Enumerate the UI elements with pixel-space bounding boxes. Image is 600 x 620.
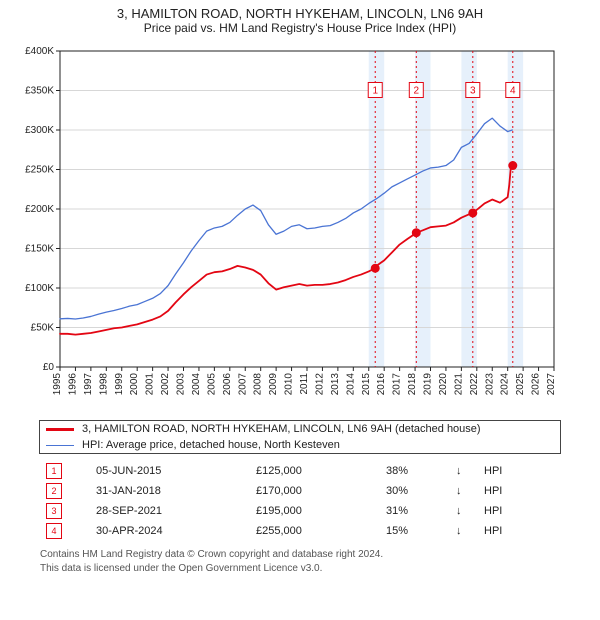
svg-text:1999: 1999 [114, 373, 125, 396]
arrow-down-icon [456, 465, 462, 477]
svg-text:2002: 2002 [160, 373, 171, 396]
svg-text:2024: 2024 [500, 373, 511, 396]
sale-compare: HPI [480, 462, 558, 480]
svg-text:2022: 2022 [469, 373, 480, 396]
sale-compare: HPI [480, 502, 558, 520]
sale-pct: 38% [382, 462, 450, 480]
svg-text:£50K: £50K [31, 323, 55, 334]
svg-text:2020: 2020 [438, 373, 449, 396]
svg-text:2027: 2027 [546, 373, 557, 396]
sale-pct: 15% [382, 522, 450, 540]
title-line-2: Price paid vs. HM Land Registry's House … [0, 21, 600, 35]
sales-table: 1 05-JUN-2015£125,00038% HPI 2 31-JAN-2018£1… [40, 460, 560, 542]
svg-text:2025: 2025 [515, 373, 526, 396]
footer-line-1: Contains HM Land Registry data © Crown c… [40, 548, 560, 562]
svg-text:£150K: £150K [25, 244, 54, 255]
svg-text:2008: 2008 [253, 373, 264, 396]
svg-text:£250K: £250K [25, 165, 54, 176]
svg-text:3: 3 [470, 86, 476, 97]
table-row: 2 31-JAN-2018£170,00030% HPI [42, 482, 558, 500]
legend-swatch-property [46, 428, 74, 431]
svg-text:2026: 2026 [531, 373, 542, 396]
sale-compare: HPI [480, 522, 558, 540]
table-row: 4 30-APR-2024£255,00015% HPI [42, 522, 558, 540]
svg-text:2013: 2013 [330, 373, 341, 396]
legend-label: HPI: Average price, detached house, Nort… [82, 439, 340, 451]
title-line-1: 3, HAMILTON ROAD, NORTH HYKEHAM, LINCOLN… [0, 6, 600, 21]
svg-text:1995: 1995 [52, 373, 63, 396]
svg-text:2023: 2023 [484, 373, 495, 396]
sale-price: £195,000 [252, 502, 380, 520]
svg-text:1: 1 [372, 86, 378, 97]
sale-marker-chip: 3 [46, 503, 62, 519]
svg-text:2000: 2000 [129, 373, 140, 396]
svg-text:2016: 2016 [376, 373, 387, 396]
svg-text:2011: 2011 [299, 373, 310, 395]
legend-label: 3, HAMILTON ROAD, NORTH HYKEHAM, LINCOLN… [82, 423, 481, 435]
sale-pct: 31% [382, 502, 450, 520]
svg-text:2: 2 [414, 86, 420, 97]
sale-price: £255,000 [252, 522, 380, 540]
svg-text:2018: 2018 [407, 373, 418, 396]
table-row: 1 05-JUN-2015£125,00038% HPI [42, 462, 558, 480]
footer-line-2: This data is licensed under the Open Gov… [40, 562, 560, 576]
sale-date: 30-APR-2024 [92, 522, 250, 540]
sale-marker-chip: 1 [46, 463, 62, 479]
svg-text:2003: 2003 [176, 373, 187, 396]
legend-item-property: 3, HAMILTON ROAD, NORTH HYKEHAM, LINCOLN… [40, 421, 560, 437]
sale-date: 31-JAN-2018 [92, 482, 250, 500]
sale-marker-chip: 2 [46, 483, 62, 499]
svg-text:£100K: £100K [25, 283, 54, 294]
legend-swatch-hpi [46, 445, 74, 446]
chart-title: 3, HAMILTON ROAD, NORTH HYKEHAM, LINCOLN… [0, 0, 600, 35]
price-chart: £0 £50K £100K £150K £200K £250K £300K £350K £400… [8, 41, 592, 416]
svg-text:2001: 2001 [145, 373, 156, 396]
sale-pct: 30% [382, 482, 450, 500]
svg-text:2015: 2015 [361, 373, 372, 396]
svg-text:£300K: £300K [25, 125, 54, 136]
sale-price: £125,000 [252, 462, 380, 480]
sale-price: £170,000 [252, 482, 380, 500]
licence-footer: Contains HM Land Registry data © Crown c… [40, 548, 560, 575]
svg-text:2009: 2009 [268, 373, 279, 396]
sale-date: 05-JUN-2015 [92, 462, 250, 480]
svg-text:£350K: £350K [25, 86, 54, 97]
svg-text:£0: £0 [43, 362, 55, 373]
svg-text:£400K: £400K [25, 46, 54, 57]
arrow-down-icon [456, 525, 462, 537]
legend-item-hpi: HPI: Average price, detached house, Nort… [40, 437, 560, 453]
svg-text:2014: 2014 [345, 373, 356, 396]
svg-text:2019: 2019 [423, 373, 434, 396]
svg-text:2007: 2007 [237, 373, 248, 396]
sale-marker-chip: 4 [46, 523, 62, 539]
sale-compare: HPI [480, 482, 558, 500]
arrow-down-icon [456, 505, 462, 517]
svg-text:1998: 1998 [98, 373, 109, 396]
chart-svg: £0 £50K £100K £150K £200K £250K £300K £350K £400… [8, 41, 568, 411]
chart-legend: 3, HAMILTON ROAD, NORTH HYKEHAM, LINCOLN… [39, 420, 561, 454]
svg-text:2012: 2012 [314, 373, 325, 396]
svg-text:2010: 2010 [284, 373, 295, 396]
svg-text:2021: 2021 [453, 373, 464, 396]
svg-text:£200K: £200K [25, 204, 54, 215]
svg-text:1997: 1997 [83, 373, 94, 396]
arrow-down-icon [456, 485, 462, 497]
svg-text:4: 4 [510, 86, 516, 97]
svg-text:2017: 2017 [392, 373, 403, 396]
table-row: 3 28-SEP-2021£195,00031% HPI [42, 502, 558, 520]
sale-date: 28-SEP-2021 [92, 502, 250, 520]
svg-text:2004: 2004 [191, 373, 202, 396]
svg-text:1996: 1996 [67, 373, 78, 396]
svg-text:2005: 2005 [206, 373, 217, 396]
svg-text:2006: 2006 [222, 373, 233, 396]
